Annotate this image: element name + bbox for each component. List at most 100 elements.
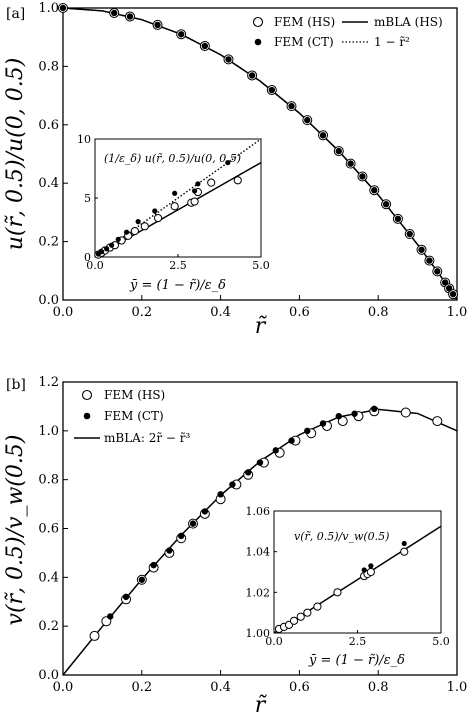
panel-b-hs-point-0 — [89, 630, 100, 641]
panel-a-ct-point-24 — [449, 290, 457, 298]
panel-b-inset-hs-point-4 — [296, 612, 305, 621]
panel-b-ct-point-18 — [371, 405, 378, 413]
legend-marker-fem-hs — [252, 16, 264, 28]
panel-a-inset-label: (1/ε_δ) u(r̃, 0.5)/u(0, 0.5) — [104, 152, 241, 165]
panel-b-inset-ytick-label-3: 1.06 — [246, 505, 271, 518]
panel-a-ct-point-14 — [359, 173, 366, 180]
panel-a-inset-hs-point-12 — [190, 197, 199, 206]
panel-b-ct-point-8 — [217, 491, 224, 498]
panel-a-tag: [a] — [6, 6, 25, 22]
panel-b-inset-ytick-label-1: 1.02 — [246, 586, 271, 599]
panel-b-ct-point-0 — [107, 613, 114, 620]
panel-a-xlabel: r̃ — [255, 314, 268, 339]
panel-b-inset-xtick-label-1: 2.5 — [349, 635, 367, 648]
panel-a-inset-ct-point-5 — [123, 229, 130, 235]
panel-b-ct-point-15 — [319, 420, 327, 427]
panel-b-hs-point-20 — [400, 407, 411, 418]
panel-b-hs-point-21 — [432, 416, 443, 427]
panel-b-ct-point-14 — [304, 427, 311, 435]
panel-b: [b] 0.0 0.2 0.4 0.6 0.8 1.0 0.0 0.2 0.4 0.6 0.8 1.0… — [3, 375, 467, 718]
panel-a-ct-point-4 — [178, 31, 185, 38]
panel-a-inset-hs-point-8 — [140, 222, 149, 231]
panel-b-xtick-label-2: 0.4 — [210, 680, 231, 695]
panel-a-ct-point-15 — [371, 187, 378, 194]
panel-b-inset-ct-point-1 — [368, 563, 374, 569]
panel-b-ct-point-1 — [122, 593, 130, 601]
panel-b-plot — [62, 405, 458, 676]
panel-b-ylabel: v(r̃, 0.5)/v_w(0.5) — [3, 435, 28, 626]
panel-a-frame — [62, 7, 458, 301]
legend-text-mbla-b: mBLA: 2r̃ − r̃³ — [104, 431, 190, 445]
panel-a-xtick-label-5: 1.0 — [447, 305, 468, 320]
panel-a-xtick-label-1: 0.2 — [131, 305, 152, 320]
panel-b-inset: 0.0 2.5 5.0 1.00 1.02 1.04 1.06 v(r̃, 0.5)/v_w… — [246, 505, 450, 668]
panel-b-ytick-label-5: 1.0 — [38, 424, 59, 439]
panel-a-ct-point-11 — [319, 132, 327, 139]
panel-a-ylabel: u(r̃, 0.5)/u(0, 0.5) — [3, 58, 28, 251]
panel-a-inset-xlabel: ȳ = (1 − r̃)/ε_δ — [129, 278, 226, 293]
legend-text-mbla: mBLA (HS) — [374, 15, 443, 29]
panel-a-inset-ytick-label-2: 10 — [77, 133, 91, 146]
panel-a-ct-point-13 — [347, 160, 354, 167]
panel-b-ytick-label-4: 0.8 — [38, 473, 59, 488]
panel-b-inset-xtick-label-0: 0.0 — [265, 635, 283, 648]
panel-a-ct-point-22 — [441, 279, 449, 286]
panel-a-inset-hs-point-7 — [130, 226, 139, 236]
panel-b-tag: [b] — [6, 377, 26, 393]
panel-a-inset-hs-point-15 — [233, 176, 242, 185]
panel-b-ytick-label-1: 0.2 — [38, 619, 59, 634]
panel-a-ct-point-23 — [445, 285, 453, 292]
panel-b-inset-label: v(r̃, 0.5)/v_w(0.5) — [294, 530, 389, 543]
panel-a-xtick-label-0: 0.0 — [53, 305, 74, 320]
panel-b-xtick-label-4: 0.8 — [368, 680, 389, 695]
panel-a-ct-point-20 — [426, 257, 433, 264]
panel-b-ct-point-6 — [189, 520, 197, 527]
panel-b-ct-point-3 — [150, 561, 157, 569]
panel-b-inset-ytick-label-2: 1.04 — [246, 546, 271, 559]
panel-a-ct-point-7 — [248, 72, 256, 79]
panel-a-ytick-label-0: 0.0 — [38, 293, 59, 308]
panel-b-legend: FEM (HS) FEM (CT) mBLA: 2r̃ − r̃³ — [74, 388, 190, 445]
panel-b-ticks: 0.0 0.2 0.4 0.6 0.8 1.0 0.0 0.2 0.4 0.6 0.8 1.0 1.2 — [38, 375, 467, 695]
panel-a-xtick-label-4: 0.8 — [368, 305, 389, 320]
panel-a-ct-point-16 — [382, 201, 390, 208]
panel-b-ct-point-7 — [201, 508, 209, 515]
panel-a-inset-xtick-label-0: 0.0 — [86, 259, 104, 272]
panel-b-inset-hs-point-6 — [313, 602, 322, 611]
panel-a-ct-point-1 — [111, 9, 118, 17]
panel-a-ct-point-8 — [268, 86, 276, 94]
panel-b-xtick-label-1: 0.2 — [131, 680, 152, 695]
panel-a-inset-ct-point-10 — [195, 181, 201, 187]
panel-b-ct-point-11 — [256, 459, 264, 466]
legend-text-fem-ct-b: FEM (CT) — [104, 409, 164, 423]
panel-b-ytick-label-2: 0.4 — [38, 570, 59, 585]
panel-b-inset-ytick-label-0: 1.00 — [246, 627, 271, 640]
panel-a-ct-point-19 — [418, 246, 425, 253]
panel-b-inset-ct-point-0 — [361, 567, 367, 573]
panel-a-ct-point-18 — [406, 230, 413, 238]
panel-a: [a] 0.0 0.2 0.4 0.6 0.8 1.0 0.0 0.2 0.4 0.6 0.8 1.0… — [3, 1, 467, 339]
panel-a-inset-ct-point-2 — [104, 246, 110, 252]
panel-b-inset-hs-point-7 — [333, 588, 342, 597]
panel-b-ct-point-9 — [229, 481, 236, 488]
panel-a-xtick-label-3: 0.6 — [289, 305, 310, 320]
panel-b-ytick-label-3: 0.6 — [38, 522, 59, 537]
panel-b-inset-hs-point-10 — [366, 567, 375, 577]
panel-b-ct-point-4 — [166, 547, 173, 554]
panel-a-ytick-label-4: 0.8 — [38, 59, 59, 74]
panel-b-ytick-label-6: 1.2 — [38, 375, 59, 390]
panel-a-inset-ytick-label-0: 0 — [84, 251, 91, 264]
panel-a-inset-ct-point-11 — [225, 160, 231, 166]
panel-b-inset-hs-point-3 — [289, 616, 299, 625]
panel-b-xtick-label-5: 1.0 — [447, 680, 468, 695]
panel-a-ct-point-9 — [288, 102, 295, 110]
panel-b-xlabel: r̃ — [255, 693, 268, 718]
panel-a-ytick-label-2: 0.4 — [38, 176, 59, 191]
panel-a-inset-ct-point-4 — [115, 236, 121, 242]
panel-a-inset-xtick-label-1: 2.5 — [169, 259, 187, 272]
panel-a-inset-xtick-label-2: 5.0 — [252, 259, 270, 272]
legend-marker-fem-ct — [254, 38, 262, 46]
panel-b-xtick-label-0: 0.0 — [53, 680, 74, 695]
panel-b-ct-point-17 — [351, 410, 358, 417]
panel-b-ct-point-16 — [335, 412, 342, 420]
